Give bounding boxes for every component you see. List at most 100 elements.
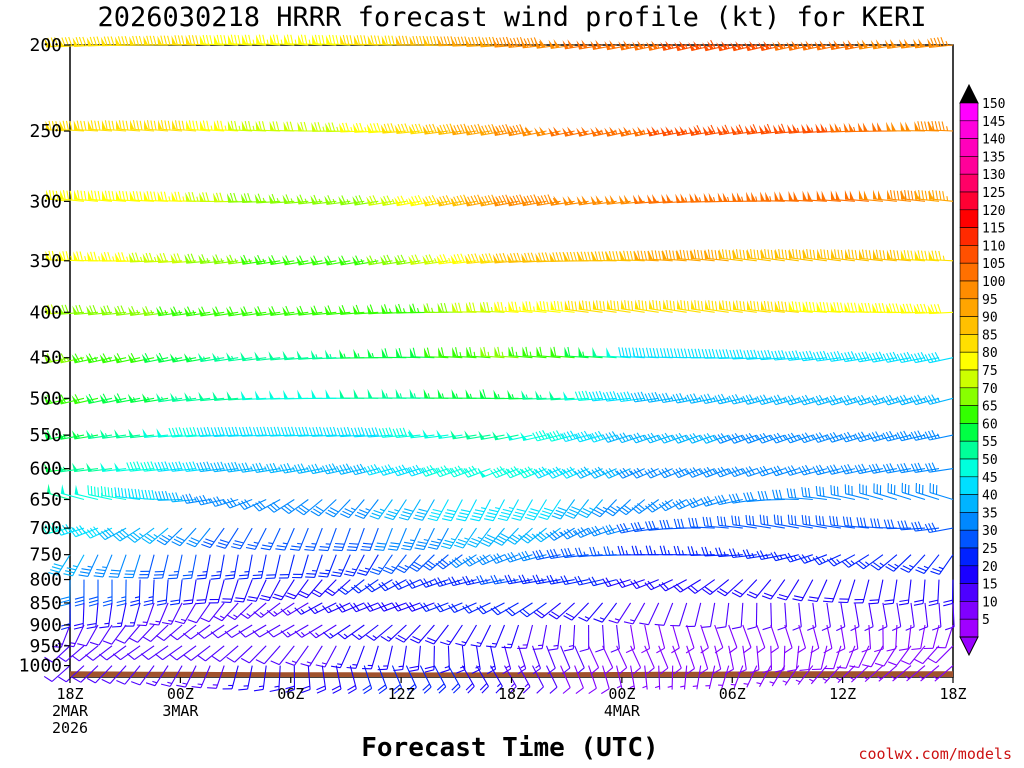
- wind-barb: [208, 579, 225, 604]
- wind-barb: [830, 485, 856, 501]
- x-tick-label: 00Z: [167, 685, 194, 703]
- wind-barb: [408, 429, 435, 439]
- wind-barb: [792, 579, 814, 602]
- wind-barb: [911, 624, 926, 651]
- wind-barb: [478, 36, 505, 48]
- wind-barb: [57, 394, 85, 405]
- wind-barb: [826, 350, 855, 362]
- wind-barb: [85, 393, 113, 405]
- wind-barb: [322, 463, 351, 475]
- wind-barb: [186, 120, 211, 132]
- wind-barb: [305, 554, 323, 578]
- colorbar-swatch: [959, 423, 979, 442]
- wind-barb: [532, 430, 561, 442]
- wind-barb: [564, 346, 589, 359]
- wind-barb: [141, 489, 169, 501]
- wind-barb: [450, 253, 477, 265]
- wind-barb: [588, 645, 600, 675]
- wind-barb: [616, 391, 645, 403]
- wind-barb: [325, 499, 351, 518]
- wind-barb: [700, 624, 709, 654]
- wind-barb: [212, 306, 239, 317]
- wind-barb: [574, 547, 603, 558]
- wind-barb: [470, 499, 491, 522]
- wind-barb: [268, 255, 295, 266]
- colorbar-swatch: [959, 601, 979, 620]
- wind-barb: [630, 432, 659, 444]
- wind-barb: [872, 303, 897, 313]
- wind-barb: [644, 645, 655, 675]
- wind-barb: [280, 463, 309, 474]
- wind-barb: [349, 463, 379, 476]
- wind-barb: [297, 34, 323, 46]
- wind-barb: [156, 306, 183, 317]
- wind-barb: [746, 579, 772, 599]
- wind-barb: [886, 249, 912, 262]
- wind-barb: [43, 394, 71, 405]
- wind-barb: [821, 602, 831, 632]
- credit-text: coolwx.com/models: [858, 745, 1012, 763]
- wind-barb: [100, 305, 127, 316]
- wind-barb: [240, 193, 267, 204]
- wind-barb: [440, 645, 450, 674]
- wind-barb: [564, 300, 589, 313]
- wind-barb: [308, 624, 337, 639]
- wind-barb: [170, 392, 197, 402]
- wind-barb: [788, 301, 813, 313]
- colorbar-label: 90: [982, 311, 998, 326]
- y-tick-label: 1000: [19, 656, 62, 677]
- wind-barb: [900, 554, 926, 573]
- wind-barb: [364, 579, 393, 593]
- wind-barb: [522, 301, 547, 313]
- wind-barb: [343, 554, 365, 577]
- wind-barb: [223, 497, 253, 509]
- wind-barb: [770, 624, 780, 654]
- wind-barb: [588, 665, 597, 695]
- wind-barb: [803, 248, 827, 262]
- wind-barb: [493, 389, 519, 400]
- wind-barb: [812, 350, 841, 362]
- wind-barb: [176, 665, 197, 688]
- chart-title: 2026030218 HRRR forecast wind profile (k…: [97, 2, 927, 33]
- wind-barb: [124, 602, 141, 627]
- wind-barb: [762, 602, 773, 631]
- wind-barb: [436, 254, 463, 265]
- wind-barb: [336, 463, 365, 475]
- wind-barb: [522, 346, 547, 359]
- wind-barb: [384, 499, 407, 521]
- wind-barb: [310, 350, 337, 360]
- wind-barb: [325, 122, 351, 133]
- wind-barb: [508, 346, 533, 359]
- wind-barb: [464, 253, 491, 265]
- wind-barb: [910, 394, 940, 406]
- wind-barb: [486, 645, 497, 675]
- wind-barb: [758, 40, 785, 52]
- wind-barb: [900, 645, 926, 665]
- wind-barb: [795, 665, 814, 685]
- wind-barb: [932, 602, 942, 631]
- wind-barb: [380, 254, 407, 266]
- wind-barb: [773, 123, 799, 135]
- wind-barb: [156, 527, 183, 546]
- wind-barb: [464, 430, 491, 440]
- wind-barb: [574, 665, 584, 695]
- wind-barb: [448, 554, 477, 569]
- wind-barb: [292, 554, 309, 579]
- wind-barb: [422, 254, 449, 265]
- wind-barb: [602, 467, 631, 479]
- wind-barb: [295, 499, 323, 516]
- wind-barb: [392, 427, 421, 439]
- wind-barb: [86, 665, 113, 684]
- wind-barb: [929, 483, 954, 501]
- wind-barb: [703, 192, 729, 203]
- wind-barb: [231, 527, 253, 550]
- wind-barb: [266, 426, 295, 437]
- wind-barb: [898, 579, 912, 606]
- wind-barb: [450, 194, 477, 207]
- wind-barb: [239, 602, 267, 619]
- wind-barb: [756, 550, 785, 561]
- wind-barb: [924, 394, 954, 405]
- wind-barb: [534, 194, 561, 207]
- wind-barb: [116, 665, 141, 685]
- wind-barb: [536, 300, 561, 313]
